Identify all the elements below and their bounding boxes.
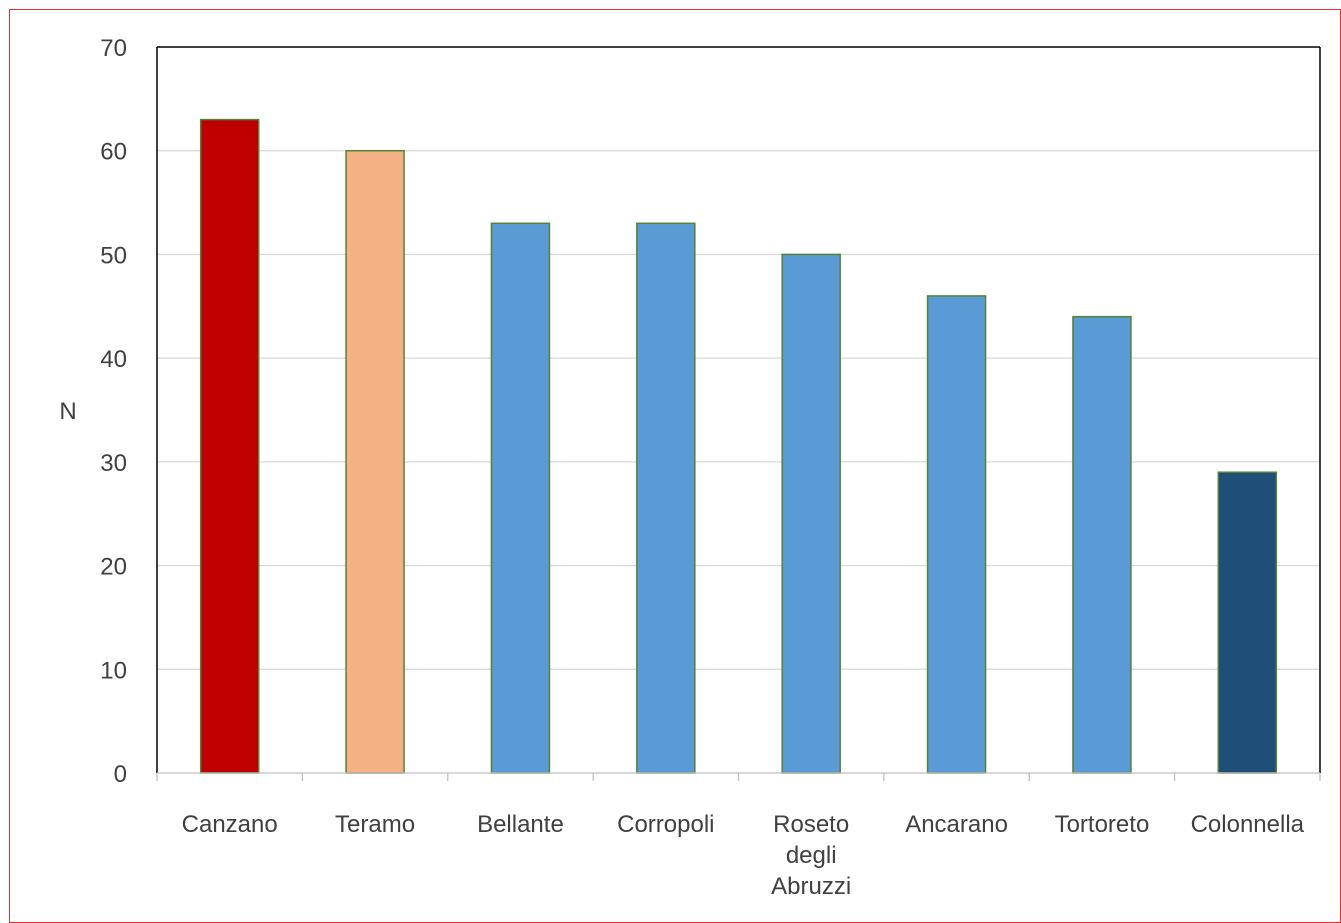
x-tick-label: Canzano bbox=[182, 811, 278, 838]
x-tick-label: Roseto degli Abruzzi bbox=[771, 811, 851, 900]
y-tick-label: 60 bbox=[100, 139, 127, 166]
x-tick-label: Bellante bbox=[477, 811, 564, 838]
x-tick-label: Tortoreto bbox=[1055, 811, 1150, 838]
bar bbox=[1217, 471, 1278, 774]
bar bbox=[636, 222, 696, 774]
bars bbox=[199, 118, 1278, 774]
bar bbox=[199, 118, 260, 774]
x-tick-labels: Canzano Teramo Bellante Corropoli Roseto degl… bbox=[182, 811, 1305, 900]
bar bbox=[345, 149, 405, 774]
y-axis-title: N bbox=[59, 398, 76, 425]
bar bbox=[781, 253, 841, 774]
y-tick-label: 50 bbox=[100, 242, 127, 269]
axes bbox=[156, 46, 1321, 781]
x-tick-label: Corropoli bbox=[617, 811, 714, 838]
x-tick-label: Ancarano bbox=[905, 811, 1008, 838]
x-tick-label: Teramo bbox=[335, 811, 415, 838]
y-tick-label: 30 bbox=[100, 450, 127, 477]
y-tick-label: 20 bbox=[100, 554, 127, 581]
bar bbox=[490, 222, 551, 774]
y-tick-labels: 0 10 20 30 40 50 60 70 bbox=[100, 35, 127, 788]
y-tick-label: 10 bbox=[100, 657, 127, 684]
y-tick-label: 40 bbox=[100, 346, 127, 373]
bar bbox=[1072, 315, 1132, 774]
gridlines bbox=[157, 150, 1320, 670]
x-tick-label: Colonnella bbox=[1191, 811, 1305, 838]
bar bbox=[926, 295, 987, 774]
y-tick-label: 70 bbox=[100, 35, 127, 62]
y-tick-label: 0 bbox=[114, 761, 127, 788]
